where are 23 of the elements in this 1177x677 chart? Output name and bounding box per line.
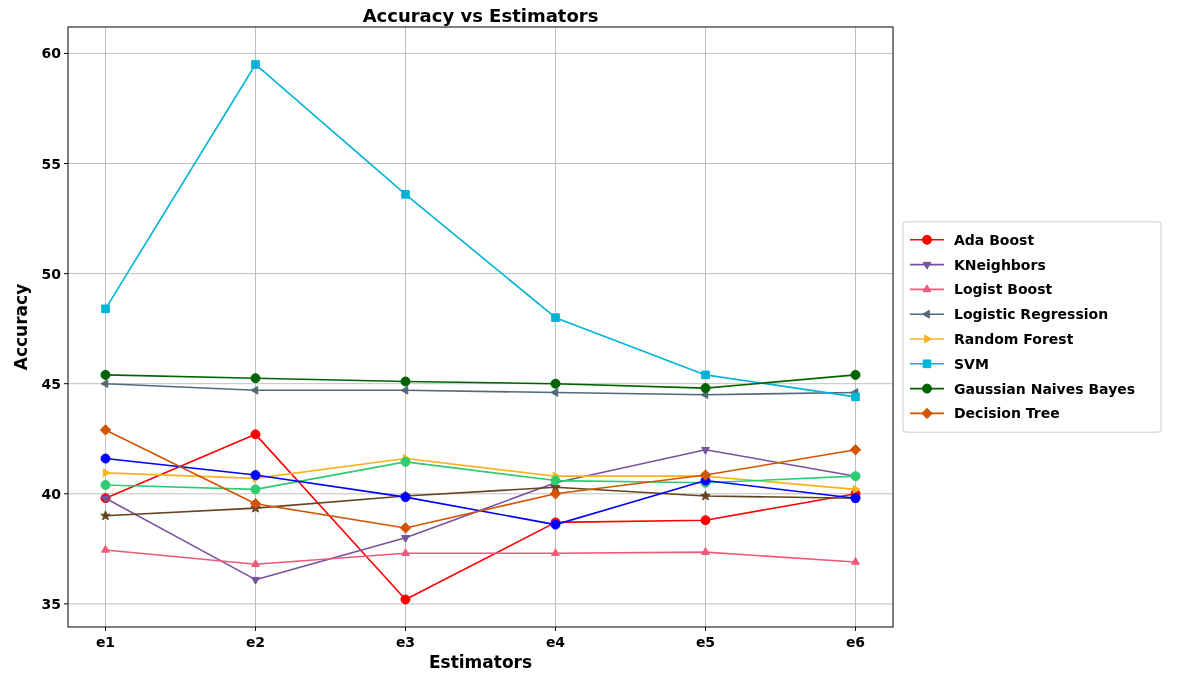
legend-label: Ada Boost <box>954 231 1035 248</box>
x-tick-label: e1 <box>95 634 116 650</box>
y-tick-label: 40 <box>41 485 62 502</box>
y-tick-label: 60 <box>41 45 62 62</box>
legend-label: Decision Tree <box>954 405 1060 422</box>
legend-label: Random Forest <box>954 331 1074 347</box>
y-tick-label: 50 <box>41 265 62 282</box>
x-tick-label: e2 <box>245 634 266 650</box>
x-tick-label: e6 <box>845 634 866 650</box>
x-tick-label: e3 <box>395 634 416 650</box>
legend-label: Logist Boost <box>954 281 1053 298</box>
y-axis-title: Accuracy <box>11 283 31 371</box>
x-axis-title: Estimators <box>428 652 533 672</box>
y-tick-label: 55 <box>41 155 61 172</box>
chart-title: Accuracy vs Estimators <box>362 5 599 26</box>
legend-label: Gaussian Naives Bayes <box>954 380 1136 397</box>
x-tick-label: e4 <box>545 634 566 650</box>
y-tick-label: 45 <box>41 375 61 392</box>
x-tick-label: e5 <box>695 634 716 650</box>
y-tick-label: 35 <box>41 595 61 612</box>
legend-label: SVM <box>954 355 989 372</box>
legend-label: Logistic Regression <box>954 306 1109 323</box>
legend-label: KNeighbors <box>954 256 1046 273</box>
